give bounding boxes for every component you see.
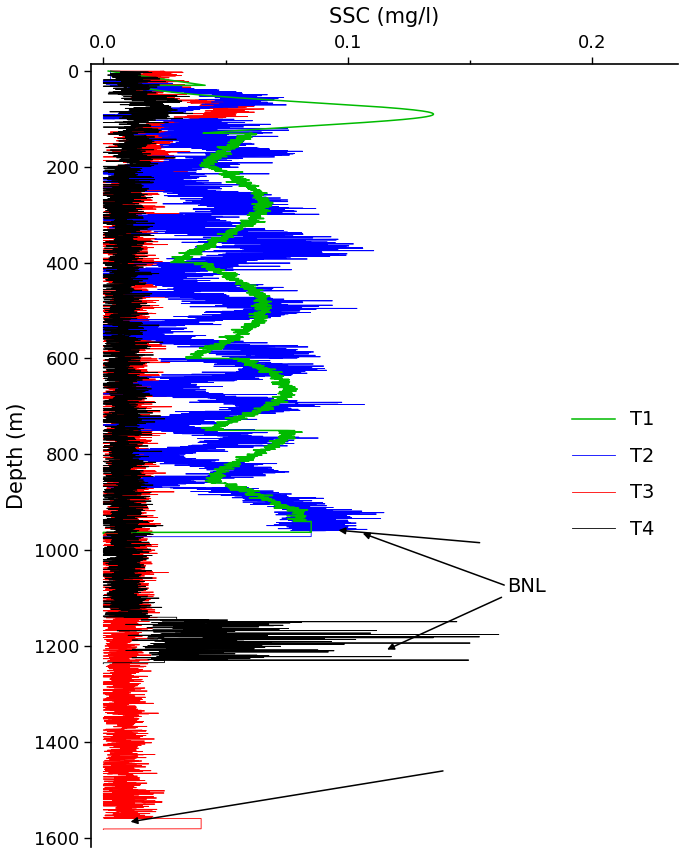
T2 [99, 533, 108, 543]
T4 [118, 496, 126, 506]
T1 [248, 324, 256, 334]
Line: T2: T2 [103, 71, 384, 538]
Legend: T1, T2, T3, T4: T1, T2, T3, T4 [564, 403, 662, 547]
T4 [99, 347, 108, 357]
T4 [105, 315, 113, 325]
T1 [268, 442, 276, 452]
T4 [104, 611, 112, 621]
T4 [144, 640, 152, 650]
T4 [107, 66, 115, 76]
T3 [119, 559, 127, 569]
T1 [169, 75, 177, 86]
T3 [99, 824, 108, 835]
T3 [103, 356, 111, 366]
T3 [127, 521, 136, 531]
T2 [168, 262, 176, 273]
T1 [99, 528, 108, 538]
T4 [105, 320, 113, 330]
T3 [129, 689, 138, 699]
T1 [104, 66, 112, 76]
Line: T3: T3 [103, 71, 264, 830]
T3 [131, 632, 139, 642]
T1 [235, 461, 243, 471]
T2 [279, 495, 288, 506]
T4 [99, 658, 108, 668]
T1 [223, 478, 231, 488]
T2 [296, 405, 304, 416]
X-axis label: SSC (mg/l): SSC (mg/l) [329, 7, 440, 27]
T1 [192, 245, 200, 255]
T2 [107, 66, 115, 76]
Y-axis label: Depth (m): Depth (m) [7, 402, 27, 509]
Line: T1: T1 [103, 71, 434, 533]
T2 [334, 518, 342, 529]
Text: BNL: BNL [388, 577, 545, 649]
Line: T4: T4 [103, 71, 499, 663]
T2 [157, 288, 165, 298]
T3 [112, 204, 120, 214]
T3 [107, 66, 115, 76]
T2 [203, 266, 212, 276]
